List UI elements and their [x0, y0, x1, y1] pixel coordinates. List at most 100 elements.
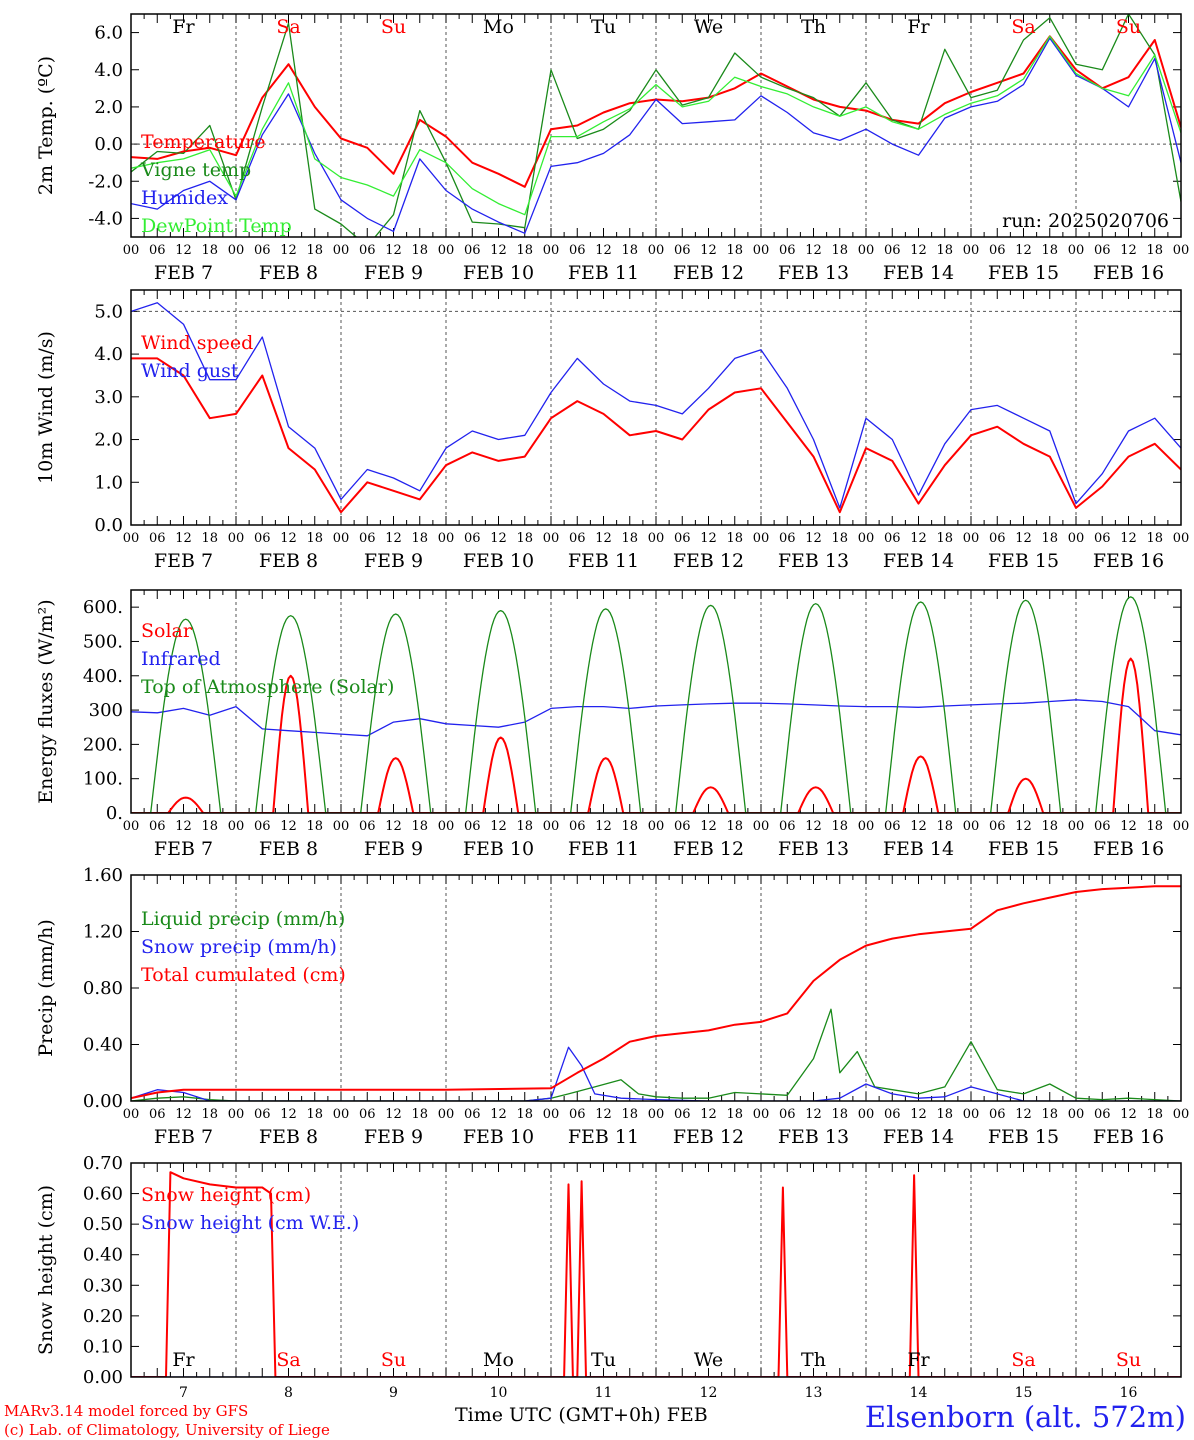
date-label: FEB 12 — [673, 1126, 744, 1148]
x-tick-label: 12 — [1120, 1107, 1137, 1122]
y-tick-label: 500. — [83, 631, 123, 652]
weekday-label-bottom: Su — [381, 1349, 406, 1371]
y-tick-label: 1.0 — [94, 472, 123, 493]
y-tick-label: 0.00 — [83, 1091, 123, 1112]
weekday-label-bottom: Sa — [1011, 1349, 1035, 1371]
y-tick-label: 4.0 — [94, 344, 123, 365]
x-tick-label: 06 — [674, 1107, 691, 1122]
weekday-label: Su — [381, 16, 406, 38]
x-tick-label: 06 — [254, 531, 271, 546]
x-tick-label: 18 — [411, 243, 428, 258]
x-tick-label: 12 — [910, 819, 927, 834]
x-tick-label: 18 — [1146, 243, 1163, 258]
x-tick-label: 06 — [674, 243, 691, 258]
series-group — [131, 885, 1181, 1101]
x-tick-label: 00 — [753, 243, 770, 258]
x-tick-label: 18 — [411, 1107, 428, 1122]
date-label: FEB 13 — [778, 838, 849, 860]
panel-energy: 600. 500. 400. 300 200. 100. 0. Energy fluxes (… — [35, 589, 1189, 860]
x-tick-label: 12 — [595, 531, 612, 546]
weekday-label-bottom: Su — [1116, 1349, 1141, 1371]
x-tick-label: 06 — [1094, 1107, 1111, 1122]
series-line-total-cumulated-cm- — [131, 885, 1181, 1100]
y-tick-label: 400. — [83, 666, 123, 687]
x-tick-label: 18 — [1146, 1107, 1163, 1122]
x-tick-label: 06 — [1094, 819, 1111, 834]
time-axis-title: Time UTC (GMT+0h) FEB — [455, 1404, 708, 1426]
x-tick-label: 18 — [306, 531, 323, 546]
time-axis-label: Time UTC (GMT+0h) — [455, 1404, 661, 1426]
x-tick-label: 18 — [621, 243, 638, 258]
date-label: FEB 10 — [463, 1126, 534, 1148]
y-tick-label: 0.0 — [94, 515, 123, 536]
y-tick-label: 0.00 — [83, 1367, 123, 1388]
x-tick-label: 12 — [175, 819, 192, 834]
weekday-label-bottom: We — [694, 1349, 723, 1371]
weekday-label-bottom: Th — [801, 1349, 826, 1371]
date-label: FEB 11 — [568, 262, 639, 284]
x-tick-label: 00 — [228, 531, 245, 546]
x-tick-label: 18 — [411, 531, 428, 546]
date-label: FEB 9 — [364, 262, 423, 284]
x-tick-label: 12 — [1015, 1107, 1032, 1122]
x-tick-label: 18 — [1041, 531, 1058, 546]
legend-entry: Snow height (cm W.E.) — [141, 1212, 359, 1234]
y-tick-label: 0.80 — [83, 978, 123, 999]
series-line-vigne-temp — [131, 14, 1181, 237]
day-number-label: 9 — [389, 1385, 398, 1400]
date-label: FEB 9 — [364, 1126, 423, 1148]
x-tick-label: 00 — [1173, 243, 1190, 258]
series-line-infrared — [131, 699, 1181, 737]
y-tick-label: 100. — [83, 769, 123, 790]
legend-entry: Infrared — [141, 648, 221, 670]
panel-snow: 0.70 0.60 0.50 0.40 0.30 0.20 0.10 0.00 Snow hei… — [35, 1153, 1182, 1400]
month-label: FEB — [666, 1404, 708, 1426]
y-tick-label: 1.20 — [83, 922, 123, 943]
date-label: FEB 13 — [778, 262, 849, 284]
series-line-snow-precip-mm-h- — [131, 1046, 1181, 1101]
y-tick-label: 0.60 — [83, 1184, 123, 1205]
x-tick-label: 00 — [1068, 819, 1085, 834]
x-tick-label: 12 — [595, 243, 612, 258]
date-label: FEB 8 — [259, 838, 318, 860]
weekday-label: We — [694, 16, 723, 38]
x-tick-label: 18 — [516, 531, 533, 546]
x-tick-label: 00 — [963, 531, 980, 546]
x-tick-label: 12 — [385, 819, 402, 834]
x-tick-label: 06 — [779, 1107, 796, 1122]
x-tick-label: 00 — [438, 243, 455, 258]
x-tick-label: 00 — [438, 819, 455, 834]
y-tick-label: 0.70 — [83, 1153, 123, 1174]
plot-frame — [130, 1162, 1182, 1378]
x-tick-label: 06 — [569, 243, 586, 258]
date-label: FEB 8 — [259, 262, 318, 284]
y-axis-title: Precip (mm/h) — [35, 919, 57, 1057]
x-tick-label: 06 — [254, 819, 271, 834]
legend-entry: Temperature — [141, 131, 265, 153]
y-tick-label: 1.60 — [83, 865, 123, 886]
series-line-wind-speed — [131, 357, 1181, 514]
y-tick-label: 2.0 — [94, 430, 123, 451]
x-tick-label: 00 — [543, 531, 560, 546]
y-axis-title: 2m Temp. (ºC) — [35, 56, 57, 195]
weekday-label: Mo — [483, 16, 514, 38]
series-line-liquid-precip-mm-h- — [131, 1008, 1181, 1101]
date-label: FEB 14 — [883, 1126, 954, 1148]
x-tick-label: 06 — [464, 243, 481, 258]
x-tick-label: 06 — [149, 243, 166, 258]
x-tick-label: 06 — [779, 243, 796, 258]
y-tick-label: 5.0 — [94, 301, 123, 322]
date-label: FEB 11 — [568, 838, 639, 860]
x-tick-label: 18 — [306, 819, 323, 834]
x-tick-label: 18 — [201, 243, 218, 258]
day-number-label: 16 — [1120, 1385, 1138, 1400]
y-tick-label: 0. — [106, 803, 123, 824]
x-tick-label: 18 — [516, 243, 533, 258]
x-tick-label: 00 — [333, 819, 350, 834]
date-label: FEB 13 — [778, 1126, 849, 1148]
series-line-wind-gust — [131, 302, 1181, 509]
series-line-top-of-atmosphere-solar- — [131, 596, 1181, 813]
x-tick-label: 12 — [910, 243, 927, 258]
x-tick-label: 06 — [254, 1107, 271, 1122]
x-tick-label: 00 — [648, 243, 665, 258]
